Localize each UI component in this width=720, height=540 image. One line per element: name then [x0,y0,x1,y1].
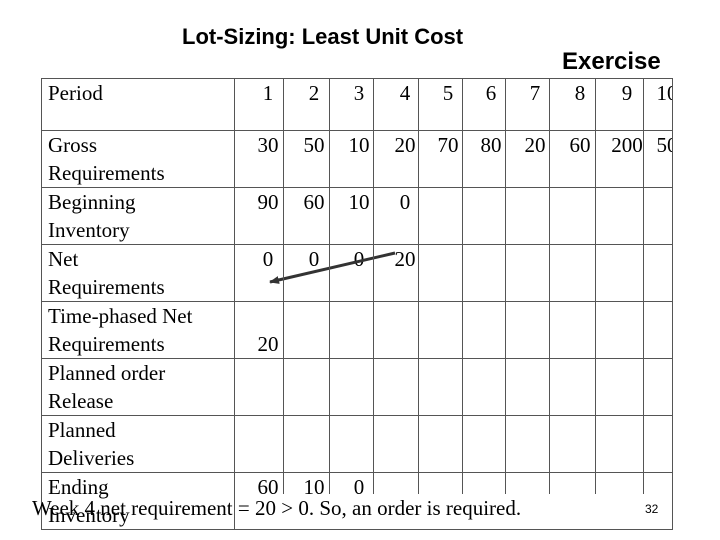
row-label-line: Requirements [48,332,165,356]
row-label-line: Net [48,247,79,271]
row-values: 90 60 10 0 [234,187,673,245]
table-cell-value: 20 [394,247,416,271]
period-number: 10 [656,81,672,105]
period-number: 1 [262,81,274,105]
table-cell-value: 60 [569,133,591,157]
row-label-line: Beginning [48,190,136,214]
row-label: Net Requirements [41,244,235,302]
table-cell-value: 60 [257,475,279,499]
lot-sizing-table: Period 1 2 3 4 5 6 7 8 9 10 Gross Requirements 30 50… [41,78,673,530]
table-row: Time-phased Net Requirements 20 [41,301,673,359]
row-values [234,358,673,416]
period-number: 6 [485,81,497,105]
row-label-line: Requirements [48,161,165,185]
table-cell-value: 10 [348,190,370,214]
table-cell-value: 0 [262,247,274,271]
table-cell-value: 0 [353,247,365,271]
table-cell-value: 30 [257,133,279,157]
row-label-line: Planned [48,418,116,442]
slide-subtitle: Exercise [562,48,661,75]
table-row: Period 1 2 3 4 5 6 7 8 9 10 [41,78,673,131]
footer-note: Week 4 net requirement = 20 > 0. So, an … [32,496,522,520]
row-label-line: Requirements [48,275,165,299]
table-row: Planned order Release [41,358,673,416]
period-number: 3 [353,81,365,105]
table-cell-value: 50 [303,133,325,157]
table-cell-value: 0 [353,475,365,499]
period-number: 9 [621,81,633,105]
page-number: 32 [645,502,659,516]
row-label: Time-phased Net Requirements [41,301,235,359]
table-cell-value: 20 [394,133,416,157]
period-values: 1 2 3 4 5 6 7 8 9 10 [234,78,673,131]
table-row: Gross Requirements 30 50 10 20 70 80 20 60 200 50 [41,130,673,188]
row-label: Period [41,78,235,131]
table-cell-value: 90 [257,190,279,214]
row-values: 60 10 0 [234,472,673,530]
row-label-line: Ending [48,475,109,499]
table-cell-value: 20 [257,332,279,356]
table-row: Ending Inventory 60 10 0 [41,472,673,530]
table-cell-value: 0 [308,247,320,271]
row-label: Beginning Inventory [41,187,235,245]
row-values: 20 [234,301,673,359]
table-cell-value: 10 [303,475,325,499]
period-number: 5 [442,81,454,105]
table-cell-value: 60 [303,190,325,214]
table-cell-value: 10 [348,133,370,157]
row-label-line: Inventory [48,218,130,242]
table-row: Net Requirements 0 0 0 20 [41,244,673,302]
table-cell-value: 0 [399,190,411,214]
table-cell-value: 200 [611,133,643,157]
table-row: Planned Deliveries [41,415,673,473]
row-label: Planned Deliveries [41,415,235,473]
period-number: 7 [529,81,541,105]
table-cell-value: 50 [656,133,672,157]
row-label-line: Deliveries [48,446,135,470]
period-label: Period [48,81,103,105]
slide-title: Lot-Sizing: Least Unit Cost [182,24,464,49]
period-number: 8 [574,81,586,105]
table-cell-value: 20 [524,133,546,157]
table-cell-value: 80 [480,133,502,157]
row-label-line: Inventory [48,503,130,527]
row-label-line: Planned order [48,361,166,385]
table-row: Beginning Inventory 90 60 10 0 [41,187,673,245]
period-number: 4 [399,81,411,105]
period-number: 2 [308,81,320,105]
row-label-line: Time-phased Net [48,304,193,328]
row-label-line: Release [48,389,114,413]
row-label-line: Gross [48,133,98,157]
table-cell-value: 70 [437,133,459,157]
